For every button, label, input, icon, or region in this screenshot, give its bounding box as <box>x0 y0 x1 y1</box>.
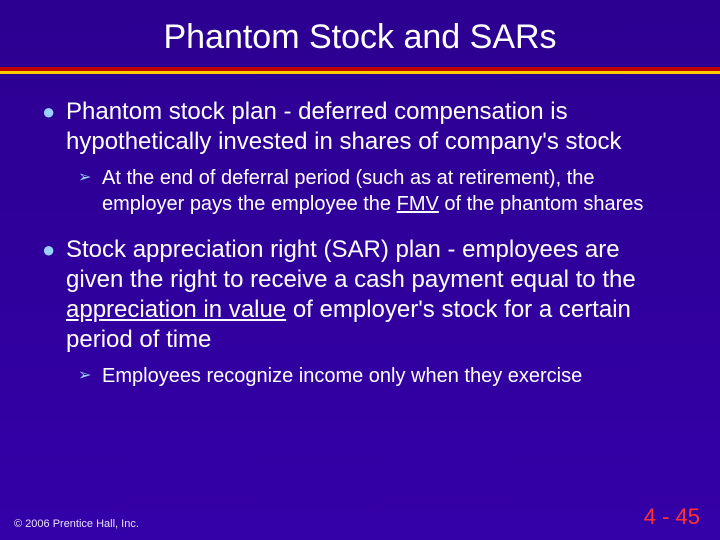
arrow-bullet-icon: ➢ <box>78 363 102 389</box>
bullet-level1: ● Phantom stock plan - deferred compensa… <box>42 97 678 157</box>
bullet-level2: ➢ Employees recognize income only when t… <box>42 363 678 389</box>
disc-bullet-icon: ● <box>42 235 66 265</box>
bullet-text: Phantom stock plan - deferred compensati… <box>66 97 678 157</box>
disc-bullet-icon: ● <box>42 97 66 127</box>
slide-body: ● Phantom stock plan - deferred compensa… <box>0 73 720 389</box>
title-rule <box>0 67 720 73</box>
underlined-term: FMV <box>397 193 439 215</box>
bullet-level2: ➢ At the end of deferral period (such as… <box>42 165 678 217</box>
page-number: 4 - 45 <box>644 504 700 530</box>
arrow-bullet-icon: ➢ <box>78 165 102 191</box>
bullet-text: Employees recognize income only when the… <box>102 363 582 389</box>
text-suffix: of the phantom shares <box>439 193 644 215</box>
slide-footer: © 2006 Prentice Hall, Inc. 4 - 45 <box>0 504 720 530</box>
text-prefix: Stock appreciation right (SAR) plan - em… <box>66 236 636 293</box>
copyright-text: © 2006 Prentice Hall, Inc. <box>14 518 139 530</box>
bullet-text: At the end of deferral period (such as a… <box>102 165 678 217</box>
bullet-level1: ● Stock appreciation right (SAR) plan - … <box>42 235 678 355</box>
rule-yellow <box>0 71 720 74</box>
underlined-term: appreciation in value <box>66 296 286 323</box>
slide: Phantom Stock and SARs ● Phantom stock p… <box>0 0 720 540</box>
bullet-text: Stock appreciation right (SAR) plan - em… <box>66 235 678 355</box>
slide-title: Phantom Stock and SARs <box>0 18 720 57</box>
